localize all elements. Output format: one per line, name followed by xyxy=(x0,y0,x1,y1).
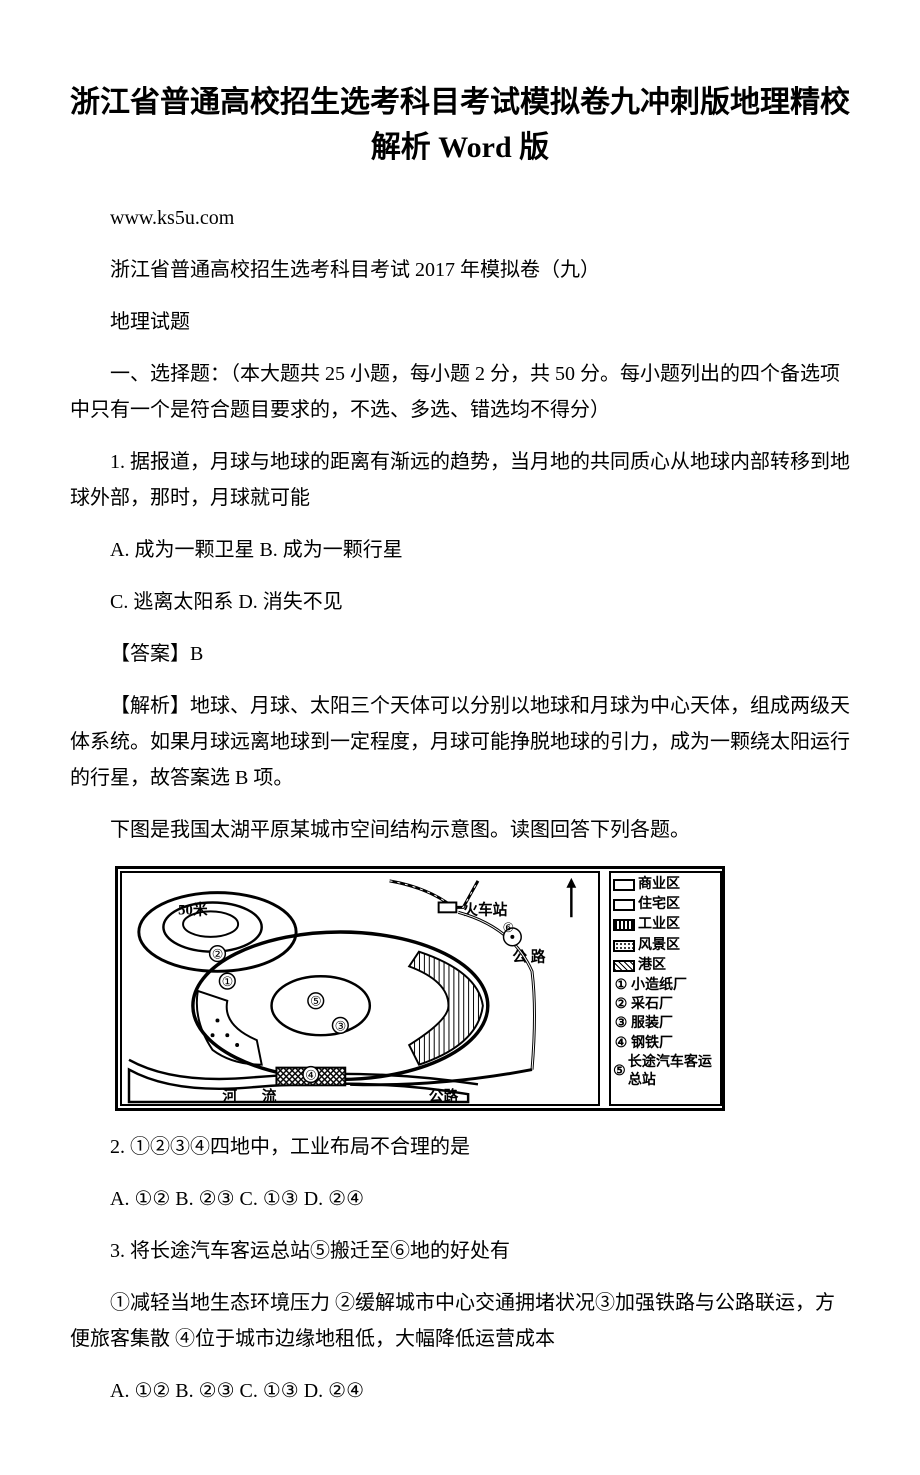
contour-label: 50米 xyxy=(178,900,208,918)
svg-text:④: ④ xyxy=(305,1068,316,1082)
legend-label: 住宅区 xyxy=(638,896,680,914)
legend-icon-industrial xyxy=(613,919,635,931)
question-1-options-cd: C. 逃离太阳系 D. 消失不见 xyxy=(70,584,850,620)
svg-text:②: ② xyxy=(212,948,223,962)
question-1-explanation: 【解析】地球、月球、太阳三个天体可以分别以地球和月球为中心天体，组成两级天体系统… xyxy=(70,688,850,796)
subtitle: 浙江省普通高校招生选考科目考试 2017 年模拟卷（九） xyxy=(70,252,850,288)
svg-text:③: ③ xyxy=(335,1019,346,1033)
legend-number-item: ② 采石厂 xyxy=(613,996,718,1014)
svg-text:公路: 公路 xyxy=(429,1087,459,1104)
legend-item: 商业区 xyxy=(613,876,718,894)
svg-text:①: ① xyxy=(222,975,233,989)
map-svg: 50米 xyxy=(122,873,598,1104)
legend-label: 商业区 xyxy=(638,876,680,894)
legend-item: 风景区 xyxy=(613,937,718,955)
legend-label: 风景区 xyxy=(638,937,680,955)
map-area: 50米 xyxy=(120,871,600,1106)
legend-label: 港区 xyxy=(638,957,666,975)
question-1-options-ab: A. 成为一颗卫星 B. 成为一颗行星 xyxy=(70,532,850,568)
legend-item: 港区 xyxy=(613,957,718,975)
city-structure-diagram: 50米 xyxy=(115,866,725,1111)
legend-number-item: ④ 钢铁厂 xyxy=(613,1035,718,1053)
svg-text:⑥: ⑥ xyxy=(503,921,514,935)
question-3-explanation: ①减轻当地生态环境压力 ②缓解城市中心交通拥堵状况③加强铁路与公路联运，方便旅客… xyxy=(70,1285,850,1357)
question-1-answer: 【答案】B xyxy=(70,636,850,672)
question-2-options: A. ①② B. ②③ C. ①③ D. ②④ xyxy=(70,1181,850,1217)
figure-intro: 下图是我国太湖平原某城市空间结构示意图。读图回答下列各题。 xyxy=(70,812,850,848)
question-3-options: A. ①② B. ②③ C. ①③ D. ②④ xyxy=(70,1373,850,1409)
legend-item: 工业区 xyxy=(613,916,718,934)
question-3-stem: 3. 将长途汽车客运总站⑤搬迁至⑥地的好处有 xyxy=(70,1233,850,1269)
svg-text:流: 流 xyxy=(262,1087,277,1104)
svg-text:公 路: 公 路 xyxy=(512,947,545,965)
legend-label: 工业区 xyxy=(638,916,680,934)
legend-number-item: ① 小造纸厂 xyxy=(613,977,718,995)
question-2-stem: 2. ①②③④四地中，工业布局不合理的是 xyxy=(70,1129,850,1165)
legend-icon-scenic xyxy=(613,940,635,952)
page-title: 浙江省普通高校招生选考科目考试模拟卷九冲刺版地理精校解析 Word 版 xyxy=(70,80,850,170)
legend: 商业区 住宅区 工业区 风景区 港区 ① 小造纸厂 ② 采石厂 ③ 服装厂 xyxy=(609,871,722,1106)
legend-number-item: ③ 服装厂 xyxy=(613,1015,718,1033)
subject: 地理试题 xyxy=(70,304,850,340)
legend-icon-commercial xyxy=(613,879,635,891)
section-heading: 一、选择题：（本大题共 25 小题，每小题 2 分，共 50 分。每小题列出的四… xyxy=(70,356,850,428)
question-1-stem: 1. 据报道，月球与地球的距离有渐远的趋势，当月地的共同质心从地球内部转移到地球… xyxy=(70,444,850,516)
svg-text:⑤: ⑤ xyxy=(310,995,321,1009)
legend-icon-residential xyxy=(613,899,635,911)
legend-item: 住宅区 xyxy=(613,896,718,914)
source-url: www.ks5u.com xyxy=(70,200,850,236)
legend-number-item: ⑤ 长途汽车客运总站 xyxy=(613,1054,718,1090)
legend-icon-port xyxy=(613,960,635,972)
svg-text:河: 河 xyxy=(222,1087,237,1104)
